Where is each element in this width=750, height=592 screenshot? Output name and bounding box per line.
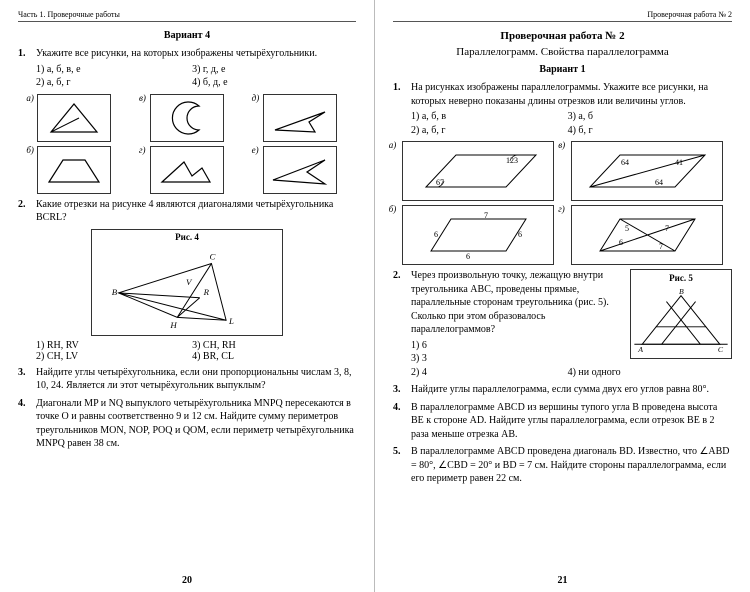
variant-left: Вариант 4 [18, 30, 356, 41]
fig-b: б) [37, 146, 111, 194]
fig-row-1: а) в) д) [18, 94, 356, 142]
opt: 2) CH, LV [36, 351, 190, 362]
opt: 3) г, д, е [192, 63, 346, 77]
svg-text:7: 7 [665, 224, 669, 233]
svg-text:7: 7 [484, 211, 488, 220]
svg-text:C: C [209, 251, 215, 261]
opt: 2) а, б, г [36, 76, 190, 90]
opt: 4) ни одного [568, 366, 722, 380]
svg-text:64: 64 [655, 178, 663, 187]
task-3-left: 3. Найдите углы четырёхугольника, если о… [18, 366, 356, 393]
svg-text:67: 67 [436, 178, 444, 187]
task-text: Укажите все рисунки, на которых изображе… [36, 47, 356, 61]
task-text: На рисунках изображены параллелограммы. … [411, 81, 732, 108]
task-5-right: 5. В параллелограмме ABCD проведена диаг… [393, 445, 732, 486]
task-num: 3. [18, 366, 36, 393]
fig-v: в) [150, 94, 224, 142]
opt: 1) 6 [411, 339, 565, 353]
page-number-left: 20 [0, 575, 374, 586]
svg-text:6: 6 [466, 252, 470, 261]
svg-text:7: 7 [659, 242, 663, 251]
svg-text:6: 6 [518, 230, 522, 239]
fig-e: е) [263, 146, 337, 194]
fig-a: а) [37, 94, 111, 142]
header-right: Проверочная работа № 2 [393, 10, 732, 22]
svg-text:A: A [637, 345, 643, 354]
opt: 3) 3 [411, 352, 565, 366]
opt: 1) а, б, в, е [36, 63, 190, 77]
task-num: 1. [393, 81, 411, 137]
svg-text:64: 64 [621, 158, 629, 167]
task-num: 2. [393, 269, 411, 379]
opt: 2) 4 [411, 366, 565, 380]
opt: 4) BR, CL [192, 351, 346, 362]
fig5-caption: Рис. 5 [631, 270, 731, 286]
header-left: Часть 1. Проверочные работы [18, 10, 356, 22]
fig-g: г) [150, 146, 224, 194]
fig4-caption: Рис. 4 [92, 230, 282, 244]
opt: 1) а, б, в [411, 110, 565, 124]
task-num: 5. [393, 445, 411, 486]
opt: 3) CH, RH [192, 340, 346, 351]
task-3-right: 3. Найдите углы параллелограмма, если су… [393, 383, 732, 397]
svg-text:L: L [228, 316, 234, 326]
svg-text:41: 41 [675, 158, 683, 167]
variant-right: Вариант 1 [393, 64, 732, 75]
task-num: 2. [18, 198, 36, 225]
task-num: 1. [18, 47, 36, 90]
svg-text:6: 6 [619, 238, 623, 247]
fig-rg: г) 5 7 6 7 [571, 205, 723, 265]
fig-d: д) [263, 94, 337, 142]
opt: 4) б, д, е [192, 76, 346, 90]
task-text: Какие отрезки на рисунке 4 являются диаг… [36, 198, 356, 225]
task-num: 4. [18, 397, 36, 451]
title-right: Проверочная работа № 2 [393, 30, 732, 42]
task-1-left: 1. Укажите все рисунки, на которых изобр… [18, 47, 356, 90]
task-2-right: 2. Рис. 5 A B C Через произвольную точку… [393, 269, 732, 379]
task-text: В параллелограмме ABCD из вершины тупого… [411, 401, 732, 442]
opt: 3) а, б [568, 110, 722, 124]
opt: 4) б, г [568, 124, 722, 138]
svg-text:C: C [718, 345, 724, 354]
svg-text:V: V [186, 277, 193, 287]
svg-text:R: R [203, 286, 210, 296]
fig-4: Рис. 4 B C L H R V [91, 229, 283, 336]
fig-rb: б) 6 7 6 6 [402, 205, 554, 265]
svg-text:H: H [169, 320, 177, 330]
page-left: Часть 1. Проверочные работы Вариант 4 1.… [0, 0, 375, 592]
task-2-left: 2. Какие отрезки на рисунке 4 являются д… [18, 198, 356, 225]
task-text: Найдите углы четырёхугольника, если они … [36, 366, 356, 393]
fig-ra: а) 67 123 [402, 141, 554, 201]
opt: 1) RH, RV [36, 340, 190, 351]
svg-text:B: B [679, 287, 684, 296]
svg-text:B: B [112, 286, 118, 296]
task-1-right: 1. На рисунках изображены параллелограмм… [393, 81, 732, 137]
task-4-left: 4. Диагонали MP и NQ выпуклого четырёхуг… [18, 397, 356, 451]
opt: 2) а, б, г [411, 124, 565, 138]
task-text: Найдите углы параллелограмма, если сумма… [411, 383, 732, 397]
page-right: Проверочная работа № 2 Проверочная работ… [375, 0, 750, 592]
fig-row-2: б) г) е) [18, 146, 356, 194]
svg-text:5: 5 [625, 224, 629, 233]
task-4-right: 4. В параллелограмме ABCD из вершины туп… [393, 401, 732, 442]
task-num: 3. [393, 383, 411, 397]
fig-5: Рис. 5 A B C [630, 269, 732, 359]
task-num: 4. [393, 401, 411, 442]
page-number-right: 21 [375, 575, 750, 586]
task-text: Диагонали MP и NQ выпуклого четырёхуголь… [36, 397, 356, 451]
subtitle-right: Параллелограмм. Свойства параллелограмма [393, 46, 732, 58]
task-text: В параллелограмме ABCD проведена диагона… [411, 445, 732, 486]
svg-text:6: 6 [434, 230, 438, 239]
fig-rv: в) 41 64 64 [571, 141, 723, 201]
